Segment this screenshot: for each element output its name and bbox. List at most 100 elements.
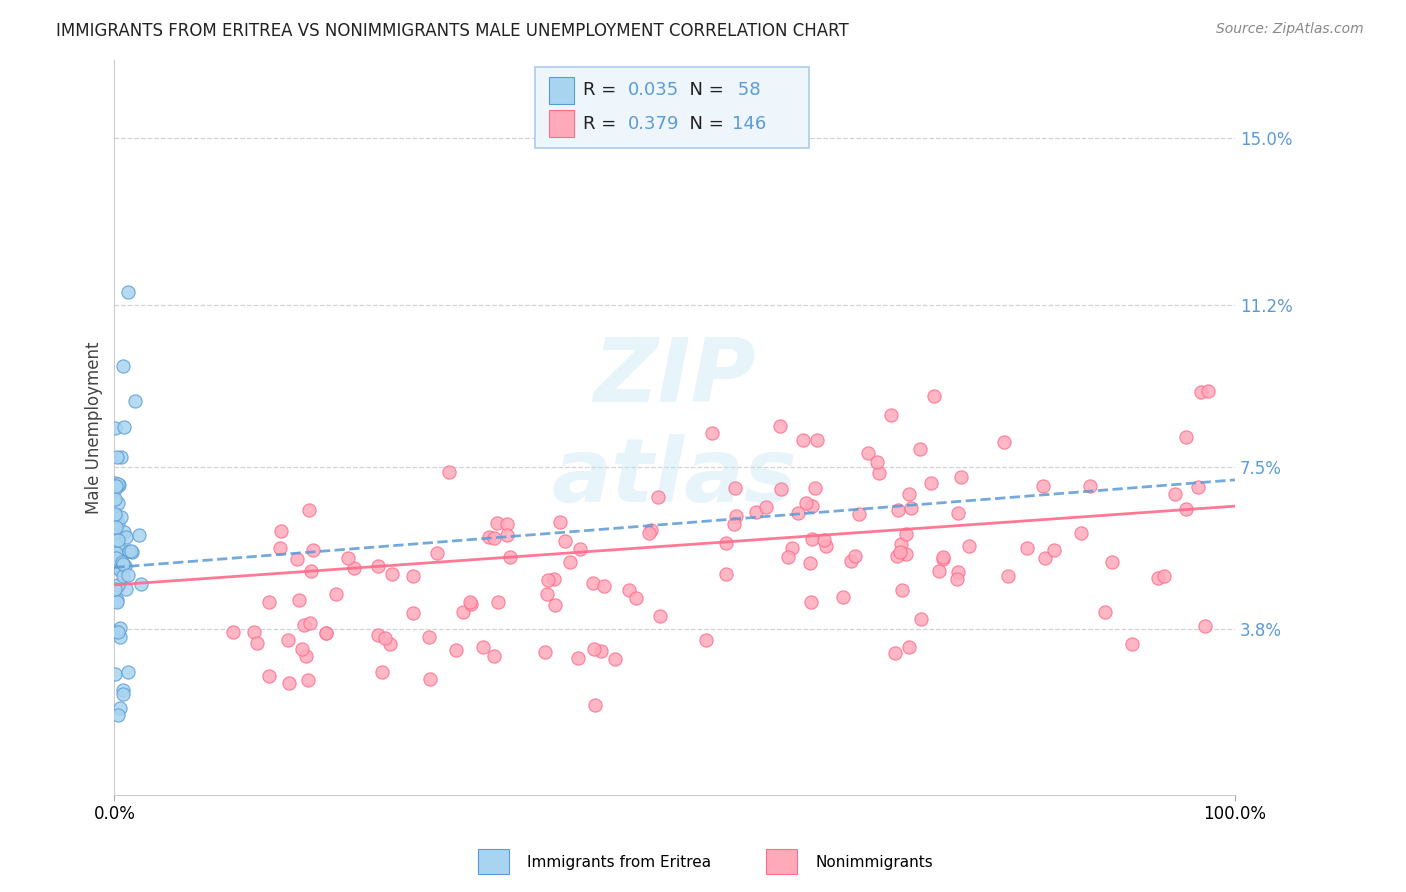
Point [799, 556, 821, 570]
Point [486, 595, 509, 609]
Point [380, 637, 402, 651]
Text: IMMIGRANTS FROM ERITREA VS NONIMMIGRANTS MALE UNEMPLOYMENT CORRELATION CHART: IMMIGRANTS FROM ERITREA VS NONIMMIGRANTS… [56, 22, 849, 40]
Point [543, 573, 565, 587]
Point [367, 559, 389, 574]
Point [315, 625, 337, 640]
Point [1042, 542, 1064, 557]
FancyBboxPatch shape [534, 67, 810, 148]
Point [486, 516, 509, 530]
Point [287, 593, 309, 607]
Point [270, 524, 292, 539]
Point [325, 587, 347, 601]
Point [1175, 430, 1198, 444]
Point [108, 630, 131, 644]
Point [745, 505, 768, 519]
Point [832, 590, 855, 604]
Point [910, 612, 932, 626]
Point [890, 583, 912, 598]
Bar [550, 78, 574, 103]
Point [1033, 551, 1056, 566]
Point [105, 558, 128, 573]
Point [107, 577, 129, 591]
Point [890, 537, 912, 551]
Point [725, 508, 748, 523]
Point [402, 568, 425, 582]
Point [801, 499, 824, 513]
Point [1078, 478, 1101, 492]
Point [880, 408, 903, 422]
Point [1187, 480, 1209, 494]
Point [957, 539, 980, 553]
Point [451, 605, 474, 619]
Point [568, 541, 591, 556]
Point [886, 549, 908, 563]
Point [814, 540, 837, 554]
Point [426, 546, 449, 560]
Text: R =: R = [583, 114, 621, 133]
Text: Nonimmigrants: Nonimmigrants [815, 855, 934, 870]
Point [104, 524, 127, 538]
Point [246, 636, 269, 650]
Y-axis label: Male Unemployment: Male Unemployment [86, 341, 103, 514]
Point [118, 544, 141, 558]
Point [315, 625, 337, 640]
Point [124, 394, 146, 409]
Point [932, 551, 955, 566]
Point [945, 572, 967, 586]
Point [104, 491, 127, 506]
Point [374, 631, 396, 645]
Point [257, 669, 280, 683]
Point [1101, 555, 1123, 569]
Point [806, 433, 828, 447]
Point [813, 533, 835, 548]
Point [1164, 486, 1187, 500]
Point [848, 507, 870, 521]
Point [110, 510, 132, 524]
Point [582, 642, 605, 657]
Point [112, 683, 135, 698]
Point [104, 526, 127, 541]
Point [337, 550, 360, 565]
Point [695, 632, 717, 647]
Point [108, 700, 131, 714]
Point [478, 530, 501, 544]
Point [647, 490, 669, 504]
Point [946, 506, 969, 520]
Point [108, 621, 131, 635]
Point [107, 547, 129, 561]
Point [292, 618, 315, 632]
Text: N =: N = [678, 81, 730, 100]
Point [105, 595, 128, 609]
Point [898, 640, 921, 654]
Text: ZIP
atlas: ZIP atlas [551, 334, 797, 521]
Point [1175, 502, 1198, 516]
Point [105, 450, 128, 465]
Point [724, 481, 747, 495]
Point [129, 576, 152, 591]
Point [371, 665, 394, 679]
Point [104, 520, 127, 534]
Point [858, 446, 880, 460]
Point [297, 673, 319, 687]
Point [107, 625, 129, 640]
Point [866, 455, 889, 469]
Point [591, 644, 613, 658]
Point [482, 649, 505, 664]
Point [868, 467, 890, 481]
Point [111, 569, 134, 583]
Text: 0.035: 0.035 [627, 81, 679, 100]
Point [107, 544, 129, 558]
Point [278, 676, 301, 690]
Point [714, 567, 737, 582]
Point [222, 624, 245, 639]
Point [104, 483, 127, 497]
Point [922, 389, 945, 403]
Point [301, 542, 323, 557]
Point [107, 516, 129, 530]
Point [287, 552, 309, 566]
Point [108, 478, 131, 492]
Point [299, 564, 322, 578]
Point [997, 569, 1019, 583]
Point [495, 516, 517, 531]
Point [593, 579, 616, 593]
